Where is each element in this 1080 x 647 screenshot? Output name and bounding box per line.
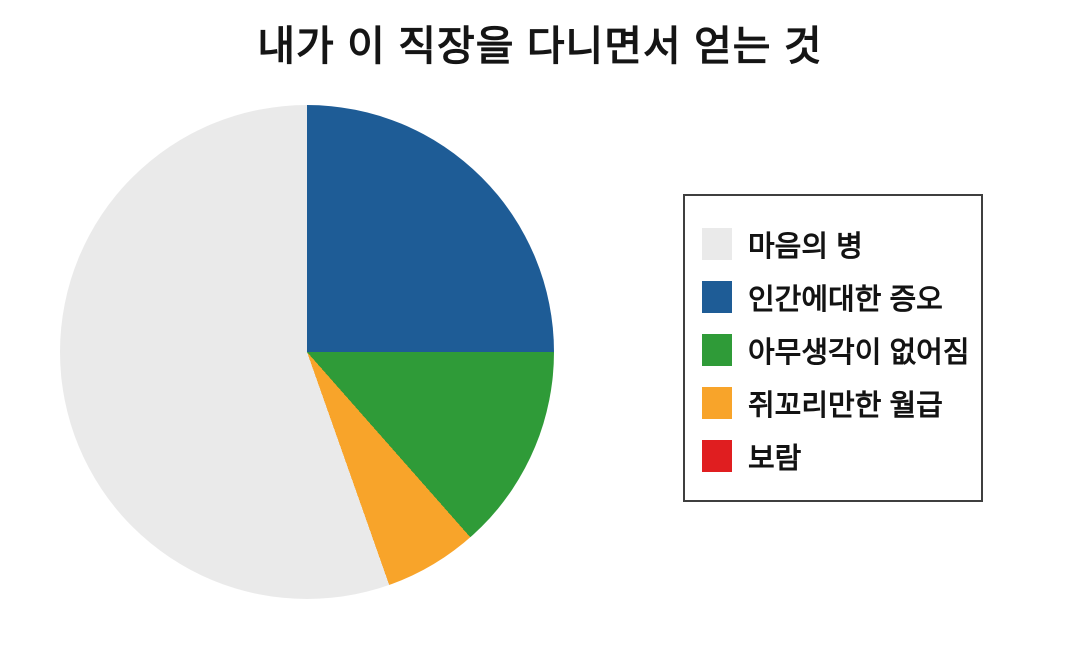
legend-item: 인간에대한 증오 bbox=[702, 270, 981, 323]
legend-item: 보람 bbox=[702, 429, 981, 482]
legend-label: 보람 bbox=[748, 442, 802, 475]
legend-label: 아무생각이 없어짐 bbox=[748, 336, 970, 369]
legend-swatch bbox=[702, 333, 732, 366]
legend-label: 마음의 병 bbox=[748, 230, 863, 263]
legend-item: 아무생각이 없어짐 bbox=[702, 323, 981, 376]
legend-item: 쥐꼬리만한 월급 bbox=[702, 376, 981, 429]
legend-swatch bbox=[702, 386, 732, 419]
legend-swatch bbox=[702, 227, 732, 260]
legend-label: 인간에대한 증오 bbox=[748, 283, 943, 316]
legend-label: 쥐꼬리만한 월급 bbox=[748, 389, 943, 422]
legend-box: 마음의 병 인간에대한 증오 아무생각이 없어짐 쥐꼬리만한 월급 보람 bbox=[683, 194, 983, 502]
chart-title: 내가 이 직장을 다니면서 얻는 것 bbox=[257, 23, 823, 69]
legend-swatch bbox=[702, 439, 732, 472]
legend-swatch bbox=[702, 280, 732, 313]
legend-item: 마음의 병 bbox=[702, 217, 981, 270]
pie-chart bbox=[60, 105, 554, 599]
